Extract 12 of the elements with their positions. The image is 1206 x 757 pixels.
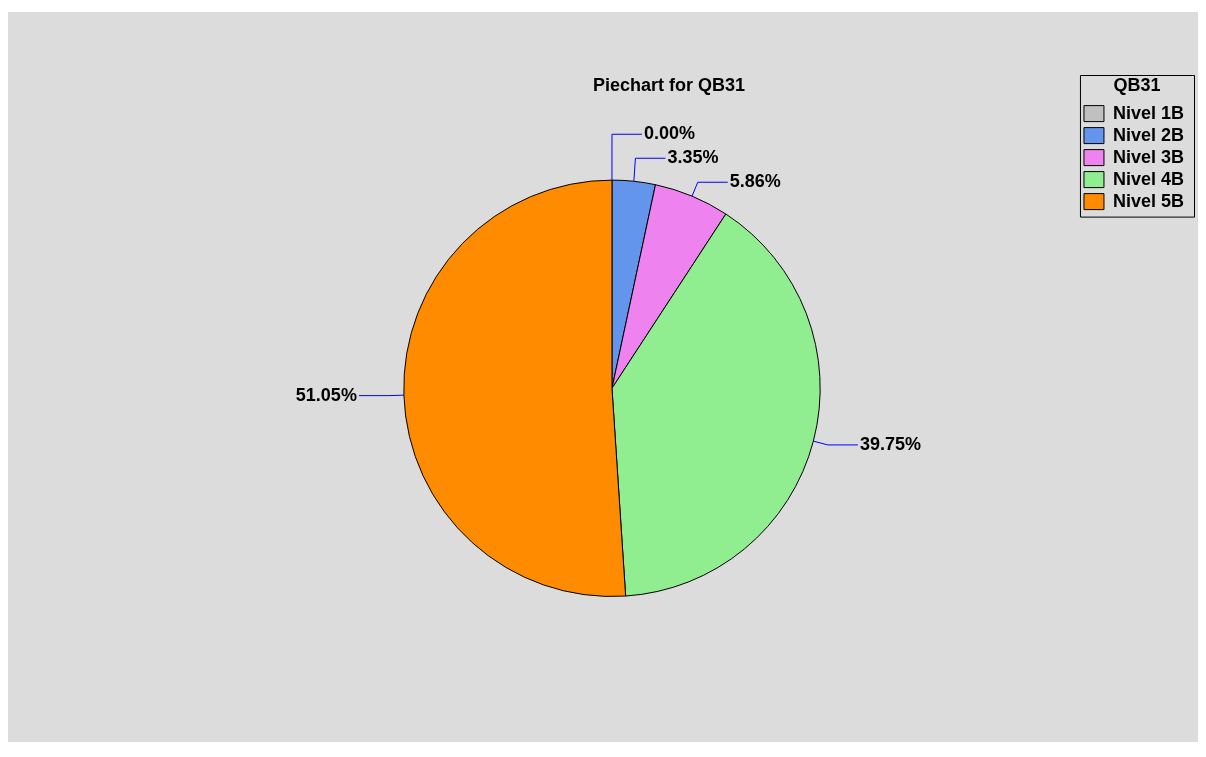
data-label: 5.86% [729,171,781,192]
legend-label: Nivel 4B [1112,168,1185,189]
legend-label: Nivel 2B [1112,124,1185,145]
text: 0.00% [643,123,696,144]
legend-label: Nivel 1B [1112,102,1185,123]
legend-label: Nivel 3B [1112,146,1185,167]
data-label: 3.35% [667,147,719,168]
data-label: 51.05% [295,384,357,405]
chart-title: Piechart for QB31 [592,74,746,95]
legend-title: QB31 [1113,74,1161,95]
data-label: 39.75% [859,433,921,454]
legend-label: Nivel 5B [1112,190,1185,211]
